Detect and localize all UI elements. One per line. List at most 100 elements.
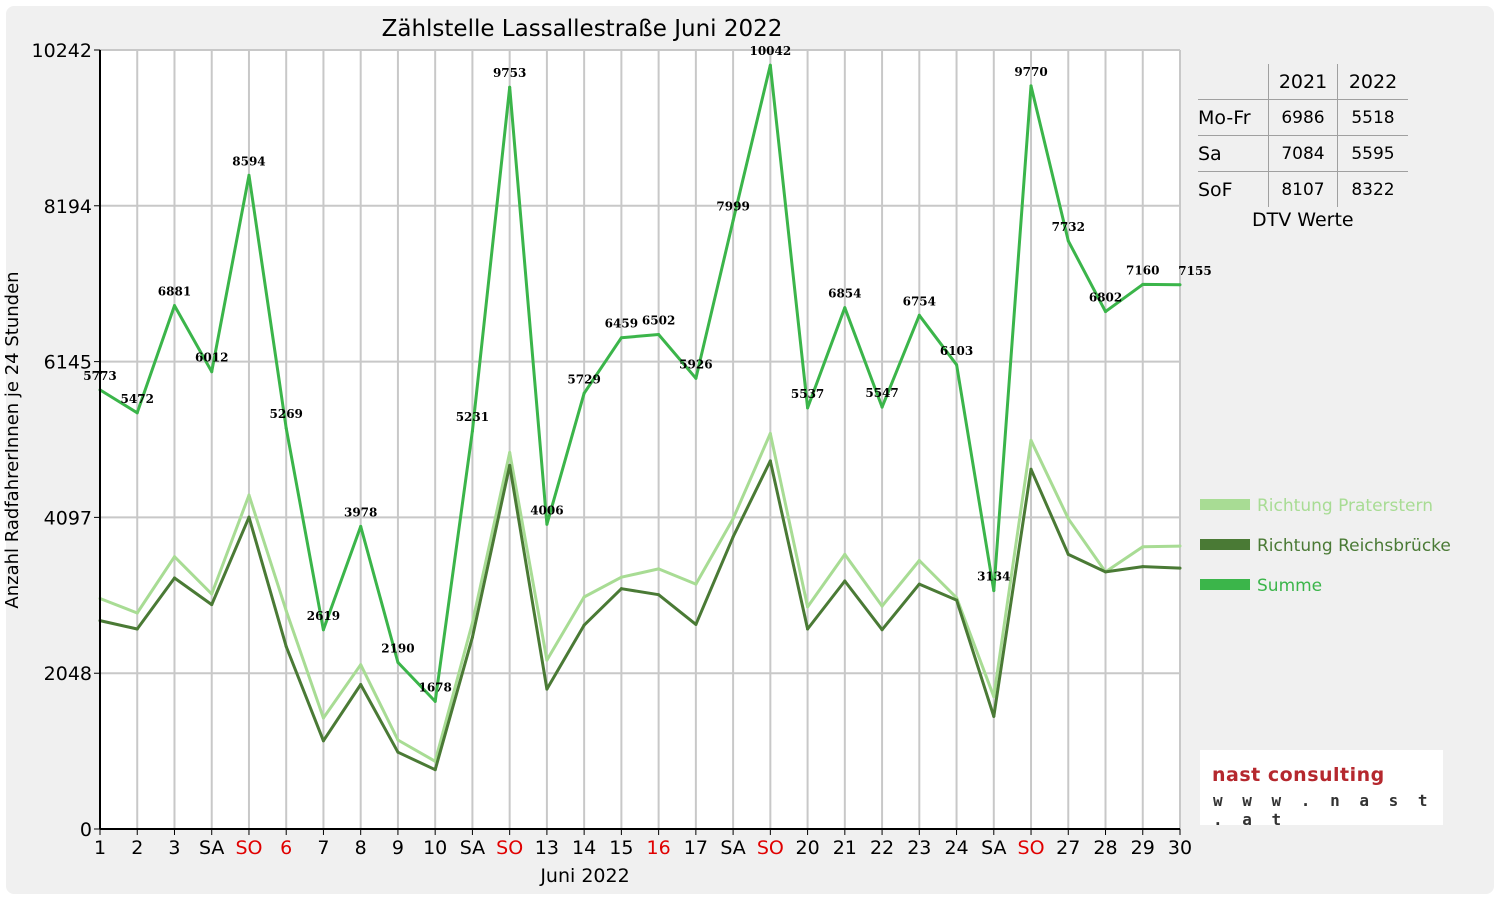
data-point bbox=[396, 750, 400, 754]
data-label: 7160 bbox=[1126, 263, 1159, 277]
dtv-header-2022: 2022 bbox=[1337, 64, 1408, 100]
x-tick-label: 27 bbox=[1056, 837, 1080, 859]
data-point bbox=[955, 598, 959, 602]
x-tick-label: 3 bbox=[168, 837, 180, 859]
data-point bbox=[508, 451, 512, 455]
data-point bbox=[247, 493, 251, 497]
dtv-value-2022: 5518 bbox=[1337, 99, 1408, 136]
data-point bbox=[731, 517, 735, 521]
x-tick-label: 21 bbox=[833, 837, 857, 859]
x-tick-label: 15 bbox=[609, 837, 633, 859]
data-point bbox=[1066, 239, 1070, 243]
data-point bbox=[470, 635, 474, 639]
data-point bbox=[880, 405, 884, 409]
data-point bbox=[545, 522, 549, 526]
data-point bbox=[955, 363, 959, 367]
data-point bbox=[917, 582, 921, 586]
grid-lines bbox=[100, 49, 1181, 829]
data-point bbox=[1141, 545, 1145, 549]
data-point bbox=[1178, 283, 1182, 287]
dtv-table: 2021 2022 Mo-Fr 6986 5518 Sa 7084 5595 S… bbox=[1198, 64, 1408, 207]
dtv-row-label: Mo-Fr bbox=[1198, 99, 1269, 136]
legend-swatch bbox=[1200, 539, 1250, 550]
data-label: 9770 bbox=[1014, 65, 1047, 79]
data-point bbox=[657, 593, 661, 597]
x-tick-label: 9 bbox=[392, 837, 404, 859]
data-point bbox=[1104, 310, 1108, 314]
data-point bbox=[359, 524, 363, 528]
data-point bbox=[768, 63, 772, 67]
data-label: 3978 bbox=[344, 505, 377, 519]
x-tick-label: SO bbox=[1018, 837, 1045, 859]
data-label: 1678 bbox=[418, 680, 451, 694]
dtv-value-2021: 7084 bbox=[1268, 135, 1338, 172]
y-tick-label: 4097 bbox=[44, 507, 92, 529]
data-point bbox=[433, 699, 437, 703]
data-point bbox=[843, 552, 847, 556]
y-tick-label: 6145 bbox=[44, 352, 92, 374]
data-label: 6103 bbox=[940, 344, 973, 358]
data-point bbox=[1029, 84, 1033, 88]
x-tick-label: 23 bbox=[907, 837, 931, 859]
dtv-header-empty bbox=[1198, 64, 1269, 100]
plot-area bbox=[100, 50, 1180, 829]
data-label: 4006 bbox=[530, 503, 563, 517]
data-point bbox=[508, 463, 512, 467]
legend-swatch bbox=[1200, 499, 1250, 510]
x-tick-label: 13 bbox=[535, 837, 559, 859]
data-point bbox=[731, 219, 735, 223]
series-line-1 bbox=[99, 432, 1181, 763]
data-point bbox=[992, 714, 996, 718]
data-label: 10042 bbox=[749, 44, 791, 58]
x-tick-label: SA bbox=[460, 837, 485, 859]
x-tick-label: 16 bbox=[647, 837, 671, 859]
data-point bbox=[210, 592, 214, 596]
data-point bbox=[582, 595, 586, 599]
legend: Richtung Praterstern Richtung Reichsbrück… bbox=[1200, 496, 1451, 596]
data-point bbox=[619, 587, 623, 591]
dtv-row-sof: SoF 8107 8322 bbox=[1198, 171, 1408, 207]
data-label: 5729 bbox=[567, 372, 600, 386]
x-tick-label: 2 bbox=[131, 837, 143, 859]
data-point bbox=[694, 622, 698, 626]
y-tick-label: 10242 bbox=[32, 40, 92, 62]
data-point bbox=[1178, 566, 1182, 570]
data-label: 7732 bbox=[1052, 220, 1085, 234]
x-tick-label: SO bbox=[235, 837, 262, 859]
x-tick-label: 14 bbox=[572, 837, 596, 859]
legend-label: Richtung Praterstern bbox=[1257, 496, 1433, 516]
series-line-3 bbox=[99, 63, 1181, 703]
dtv-row-label: SoF bbox=[1198, 178, 1233, 201]
data-point bbox=[210, 603, 214, 607]
data-point bbox=[657, 332, 661, 336]
data-point bbox=[582, 623, 586, 627]
data-label: 5537 bbox=[791, 387, 824, 401]
data-point bbox=[768, 431, 772, 435]
data-point bbox=[619, 336, 623, 340]
data-label: 2619 bbox=[307, 609, 340, 623]
data-point bbox=[880, 604, 884, 608]
x-tick-label: 28 bbox=[1093, 837, 1117, 859]
data-point bbox=[582, 391, 586, 395]
data-label: 9753 bbox=[493, 66, 526, 80]
data-point bbox=[433, 768, 437, 772]
data-point bbox=[470, 429, 474, 433]
data-point bbox=[396, 738, 400, 742]
x-tick-label: SO bbox=[496, 837, 523, 859]
data-point bbox=[172, 304, 176, 308]
data-label: 6502 bbox=[642, 313, 675, 327]
y-tick-label: 2048 bbox=[44, 663, 92, 685]
data-label: 6854 bbox=[828, 287, 861, 301]
data-point bbox=[545, 687, 549, 691]
data-label: 7155 bbox=[1178, 264, 1211, 278]
data-point bbox=[172, 555, 176, 559]
data-point bbox=[1141, 565, 1145, 569]
data-point bbox=[247, 173, 251, 177]
x-tick-label: 30 bbox=[1168, 837, 1192, 859]
dtv-value-2021: 8107 bbox=[1268, 171, 1338, 207]
dtv-caption: DTV Werte bbox=[1252, 209, 1354, 231]
data-label: 6754 bbox=[903, 294, 936, 308]
x-tick-label: 6 bbox=[280, 837, 292, 859]
x-tick-label: 22 bbox=[870, 837, 894, 859]
